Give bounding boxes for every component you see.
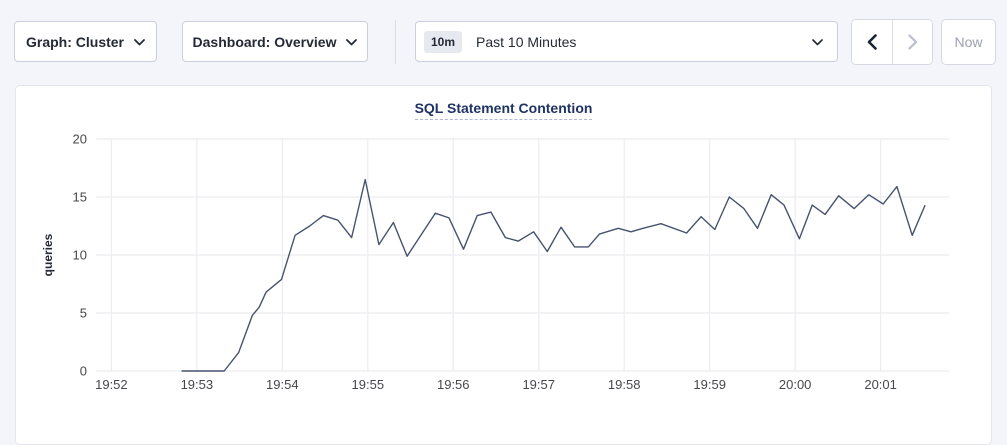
dashboard-dropdown[interactable]: Dashboard: Overview (182, 21, 368, 62)
x-tick-label: 19:57 (522, 377, 555, 392)
chart-title-row: SQL Statement Contention (16, 100, 991, 120)
chevron-right-icon (907, 33, 917, 50)
contention-line-series (181, 178, 926, 372)
dashboard-dropdown-label: Dashboard: Overview (192, 33, 337, 50)
chevron-down-icon (812, 39, 823, 46)
chevron-left-icon (867, 33, 877, 50)
x-tick-label: 19:58 (608, 377, 641, 392)
chevron-down-icon (134, 39, 145, 46)
now-button[interactable]: Now (941, 18, 996, 65)
graph-dropdown[interactable]: Graph: Cluster (14, 21, 157, 62)
y-tick-label: 15 (73, 190, 87, 205)
toolbar: Graph: Cluster Dashboard: Overview 10m P… (0, 0, 1007, 70)
x-tick-label: 19:53 (181, 377, 214, 392)
x-tick-label: 19:52 (95, 377, 128, 392)
x-tick-label: 19:59 (693, 377, 726, 392)
toolbar-divider (395, 19, 396, 64)
x-tick-label: 20:01 (864, 377, 897, 392)
y-tick-label: 5 (80, 306, 87, 321)
chart-title[interactable]: SQL Statement Contention (414, 100, 593, 120)
x-tick-label: 20:00 (779, 377, 812, 392)
time-range-selector[interactable]: 10m Past 10 Minutes (415, 21, 838, 62)
time-range-badge: 10m (424, 30, 463, 53)
sql-contention-chart: 0 5 10 15 20 19:52 19:53 19:54 19:55 19:56 19:57 19… (41, 132, 949, 392)
y-axis-label: queries (41, 233, 55, 276)
x-tick-label: 19:56 (437, 377, 470, 392)
time-range-label: Past 10 Minutes (476, 33, 577, 50)
time-nav-group (851, 18, 933, 65)
x-tick-label: 19:54 (266, 377, 299, 392)
y-tick-label: 20 (73, 132, 87, 147)
x-tick-label: 19:55 (352, 377, 385, 392)
graph-dropdown-label: Graph: Cluster (25, 33, 124, 50)
next-time-button[interactable] (892, 19, 932, 64)
y-tick-label: 10 (73, 248, 87, 263)
y-tick-label: 0 (80, 364, 87, 379)
chart-panel: SQL Statement Contention 0 5 10 15 20 19:52 19… (15, 85, 992, 445)
chevron-down-icon (346, 39, 358, 46)
prev-time-button[interactable] (852, 19, 892, 64)
